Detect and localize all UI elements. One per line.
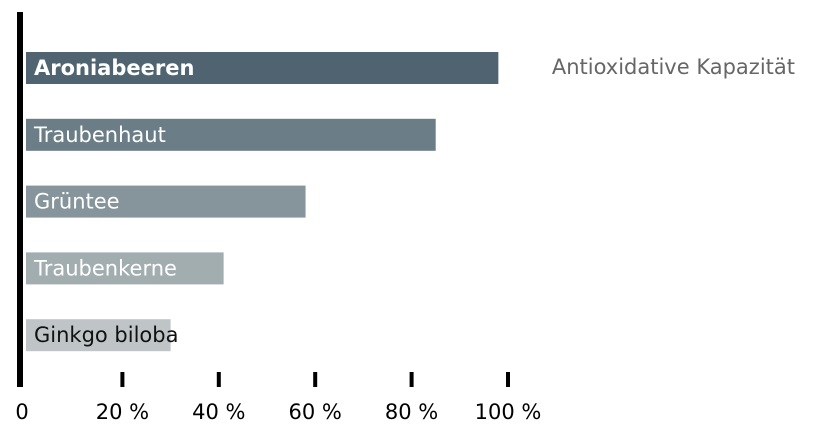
legend-label: Antioxidative Kapazität [552, 55, 795, 79]
x-tick-label: 80 % [385, 400, 438, 424]
tick-mark [216, 372, 221, 387]
tick-mark [313, 372, 318, 387]
tick-mark [506, 372, 510, 387]
bar-label: Traubenkerne [33, 256, 177, 280]
bar [26, 52, 499, 84]
bar-label: Traubenhaut [33, 123, 166, 147]
x-tick-label: 40 % [192, 400, 245, 424]
bar-label: Ginkgo biloba [34, 323, 178, 347]
tick-mark [409, 372, 414, 387]
bar-label: Aroniabeeren [34, 56, 194, 80]
bar [26, 118, 436, 151]
bar-label: Grüntee [34, 190, 120, 214]
bar [26, 185, 306, 218]
bar [26, 252, 224, 285]
bar [26, 319, 171, 352]
x-tick-label: 60 % [289, 400, 342, 424]
y-axis-line [17, 12, 23, 387]
x-tick-label: 20 % [96, 400, 149, 424]
tick-mark [120, 372, 125, 387]
x-tick-label: 100 % [475, 400, 542, 424]
x-tick-label: 0 [15, 400, 28, 424]
